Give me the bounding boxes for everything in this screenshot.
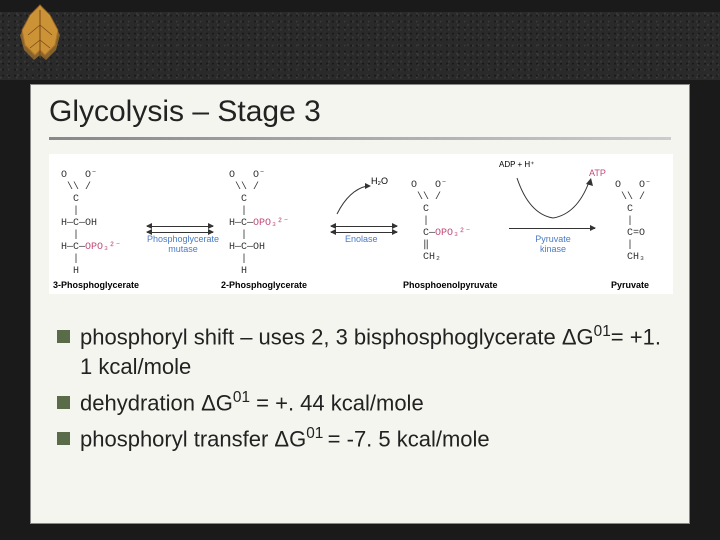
leaf-decoration (10, 0, 70, 70)
label-pep: Phosphoenolpyruvate (403, 280, 498, 290)
bullet-1-text: phosphoryl shift – uses 2, 3 bisphosphog… (80, 322, 671, 382)
adp-atp-curve (505, 174, 605, 224)
label-2pg: 2-Phosphoglycerate (221, 280, 307, 290)
reaction-diagram: O O⁻ \\ / C | H—C—OH | H—C—OPO₃²⁻ | H O … (49, 154, 673, 294)
enz-enolase: Enolase (345, 234, 378, 244)
bullet-3: phosphoryl transfer ΔG01 = -7. 5 kcal/mo… (57, 424, 671, 454)
bullet-icon (57, 396, 70, 409)
arrow-1b (147, 232, 213, 233)
bullet-list: phosphoryl shift – uses 2, 3 bisphosphog… (57, 322, 671, 454)
bullet-2: dehydration ΔG01 = +. 44 kcal/mole (57, 388, 671, 418)
arrow-3 (509, 228, 595, 229)
arrow-2b (331, 232, 397, 233)
bullet-1: phosphoryl shift – uses 2, 3 bisphosphog… (57, 322, 671, 382)
arrow-2 (331, 226, 397, 227)
enz-mutase: Phosphoglycerate mutase (147, 234, 219, 254)
side-adp: ADP + H⁺ (499, 160, 534, 169)
mol-pyruvate: O O⁻ \\ / C | C=O | CH₃ (615, 180, 651, 264)
label-pyr: Pyruvate (611, 280, 649, 290)
enz-pk: Pyruvate kinase (527, 234, 579, 254)
arrow-1 (147, 226, 213, 227)
side-h2o: H₂O (371, 176, 388, 186)
top-texture-band (0, 12, 720, 80)
slide-title: Glycolysis – Stage 3 (49, 95, 671, 129)
bullet-icon (57, 330, 70, 343)
side-atp: ATP (589, 168, 606, 178)
mol-2pg: O O⁻ \\ / C | H—C—OPO₃²⁻ | H—C—OH | H (229, 170, 289, 278)
label-3pg: 3-Phosphoglycerate (53, 280, 139, 290)
mol-pep: O O⁻ \\ / C | C—OPO₃²⁻ ‖ CH₂ (411, 180, 471, 264)
title-divider (49, 137, 671, 140)
slide-panel: Glycolysis – Stage 3 O O⁻ \\ / C | H—C—O… (30, 84, 690, 524)
bullet-3-text: phosphoryl transfer ΔG01 = -7. 5 kcal/mo… (80, 424, 490, 454)
h2o-curve (329, 182, 389, 222)
bullet-2-text: dehydration ΔG01 = +. 44 kcal/mole (80, 388, 424, 418)
mol-3pg: O O⁻ \\ / C | H—C—OH | H—C—OPO₃²⁻ | H (61, 170, 121, 278)
bullet-icon (57, 432, 70, 445)
